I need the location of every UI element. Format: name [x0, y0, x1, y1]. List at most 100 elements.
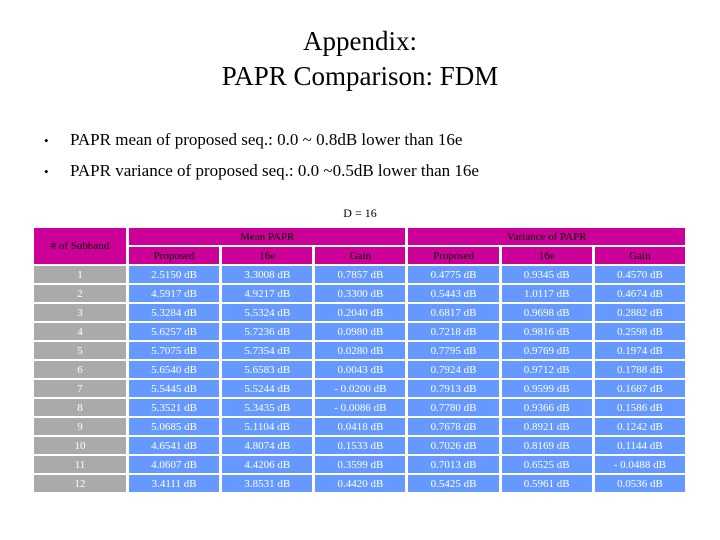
table-row: 9 5.0685 dB 5.1104 dB 0.0418 dB 0.7678 dB 0.8…: [34, 418, 685, 435]
subband-cell: 10: [34, 437, 126, 454]
table-row: 1 2.5150 dB 3.3008 dB 0.7857 dB 0.4775 dB 0.9…: [34, 266, 685, 283]
value-cell: 0.1788 dB: [594, 361, 685, 378]
value-cell: 0.7026 dB: [408, 437, 499, 454]
value-cell: 0.3599 dB: [315, 456, 406, 473]
table-header: # of Subband Mean PAPR Variance of PAPR …: [34, 228, 685, 264]
corner-header: # of Subband: [34, 228, 126, 264]
value-cell: 0.3300 dB: [315, 285, 406, 302]
value-cell: 0.4674 dB: [594, 285, 685, 302]
subband-cell: 1: [34, 266, 126, 283]
value-cell: 5.7075 dB: [129, 342, 220, 359]
table-caption: D = 16: [343, 206, 377, 220]
value-cell: 4.8074 dB: [222, 437, 313, 454]
bullet-icon: •: [44, 133, 49, 148]
group-header-variance-papr: Variance of PAPR: [408, 228, 685, 245]
table-row: 11 4.0607 dB 4.4206 dB 0.3599 dB 0.7013 dB 0.…: [34, 456, 685, 473]
sub-header-16e: 16e: [501, 247, 592, 264]
value-cell: 0.0280 dB: [315, 342, 406, 359]
value-cell: 4.0607 dB: [129, 456, 220, 473]
value-cell: 0.2882 dB: [594, 304, 685, 321]
value-cell: 3.4111 dB: [129, 475, 220, 492]
value-cell: 0.0043 dB: [315, 361, 406, 378]
value-cell: 0.9712 dB: [501, 361, 592, 378]
value-cell: 0.1144 dB: [594, 437, 685, 454]
page-title: Appendix: PAPR Comparison: FDM: [0, 24, 720, 94]
bullet-item: • PAPR variance of proposed seq.: 0.0 ~0…: [44, 161, 479, 181]
table-row: 5 5.7075 dB 5.7354 dB 0.0280 dB 0.7795 dB 0.9…: [34, 342, 685, 359]
value-cell: 0.1974 dB: [594, 342, 685, 359]
value-cell: 0.7218 dB: [408, 323, 499, 340]
value-cell: 0.7678 dB: [408, 418, 499, 435]
table-body: 1 2.5150 dB 3.3008 dB 0.7857 dB 0.4775 dB 0.9…: [34, 266, 685, 492]
title-line-2: PAPR Comparison: FDM: [221, 61, 499, 92]
value-cell: 5.0685 dB: [129, 418, 220, 435]
value-cell: 5.5244 dB: [222, 380, 313, 397]
bullet-list: • PAPR mean of proposed seq.: 0.0 ~ 0.8d…: [44, 130, 479, 192]
value-cell: 4.4206 dB: [222, 456, 313, 473]
table-row: 10 4.6541 dB 4.8074 dB 0.1533 dB 0.7026 dB 0.…: [34, 437, 685, 454]
value-cell: 0.9366 dB: [501, 399, 592, 416]
value-cell: 0.2598 dB: [594, 323, 685, 340]
value-cell: 0.2040 dB: [315, 304, 406, 321]
table-row: 6 5.6540 dB 5.6583 dB 0.0043 dB 0.7924 dB 0.9…: [34, 361, 685, 378]
subband-cell: 8: [34, 399, 126, 416]
value-cell: - 0.0488 dB: [594, 456, 685, 473]
group-header-mean-papr: Mean PAPR: [129, 228, 406, 245]
value-cell: 0.1586 dB: [594, 399, 685, 416]
subband-cell: 2: [34, 285, 126, 302]
value-cell: 0.5961 dB: [501, 475, 592, 492]
value-cell: 0.8921 dB: [501, 418, 592, 435]
bullet-item: • PAPR mean of proposed seq.: 0.0 ~ 0.8d…: [44, 130, 479, 150]
value-cell: 0.8169 dB: [501, 437, 592, 454]
table-row: 3 5.3284 dB 5.5324 dB 0.2040 dB 0.6817 dB 0.9…: [34, 304, 685, 321]
table-row: 2 4.5917 dB 4.9217 dB 0.3300 dB 0.5443 dB 1.0…: [34, 285, 685, 302]
value-cell: 5.5445 dB: [129, 380, 220, 397]
value-cell: 0.9698 dB: [501, 304, 592, 321]
value-cell: 0.7795 dB: [408, 342, 499, 359]
value-cell: 4.6541 dB: [129, 437, 220, 454]
value-cell: 5.3435 dB: [222, 399, 313, 416]
subband-cell: 7: [34, 380, 126, 397]
sub-header-proposed: Proposed: [408, 247, 499, 264]
subband-cell: 3: [34, 304, 126, 321]
subband-cell: 11: [34, 456, 126, 473]
value-cell: 0.1687 dB: [594, 380, 685, 397]
table-row: 8 5.3521 dB 5.3435 dB - 0.0086 dB 0.7780 dB 0…: [34, 399, 685, 416]
sub-header-row: Proposed 16e Gain Proposed 16e Gain: [34, 247, 685, 264]
value-cell: 0.1533 dB: [315, 437, 406, 454]
value-cell: 1.0117 dB: [501, 285, 592, 302]
value-cell: 5.7354 dB: [222, 342, 313, 359]
value-cell: 5.6257 dB: [129, 323, 220, 340]
bullet-text: PAPR mean of proposed seq.: 0.0 ~ 0.8dB …: [70, 130, 463, 149]
value-cell: 0.9769 dB: [501, 342, 592, 359]
group-header-row: # of Subband Mean PAPR Variance of PAPR: [34, 228, 685, 264]
value-cell: 5.1104 dB: [222, 418, 313, 435]
value-cell: 0.1242 dB: [594, 418, 685, 435]
subband-cell: 12: [34, 475, 126, 492]
subband-cell: 9: [34, 418, 126, 435]
table-row: 7 5.5445 dB 5.5244 dB - 0.0200 dB 0.7913 dB 0…: [34, 380, 685, 397]
papr-comparison-table: # of Subband Mean PAPR Variance of PAPR …: [31, 226, 688, 494]
sub-header-16e: 16e: [222, 247, 313, 264]
sub-header-proposed: Proposed: [129, 247, 220, 264]
value-cell: 0.9599 dB: [501, 380, 592, 397]
value-cell: 5.6540 dB: [129, 361, 220, 378]
table-row: 12 3.4111 dB 3.8531 dB 0.4420 dB 0.5425 dB 0.…: [34, 475, 685, 492]
value-cell: 0.0536 dB: [594, 475, 685, 492]
value-cell: 2.5150 dB: [129, 266, 220, 283]
title-line-1: Appendix:: [303, 26, 417, 56]
subband-cell: 5: [34, 342, 126, 359]
subband-cell: 4: [34, 323, 126, 340]
value-cell: 3.8531 dB: [222, 475, 313, 492]
value-cell: 5.3284 dB: [129, 304, 220, 321]
value-cell: 4.5917 dB: [129, 285, 220, 302]
value-cell: 0.7780 dB: [408, 399, 499, 416]
table-row: 4 5.6257 dB 5.7236 dB 0.0980 dB 0.7218 dB 0.9…: [34, 323, 685, 340]
value-cell: 5.6583 dB: [222, 361, 313, 378]
value-cell: 3.3008 dB: [222, 266, 313, 283]
sub-header-gain: Gain: [315, 247, 406, 264]
value-cell: 5.7236 dB: [222, 323, 313, 340]
value-cell: 0.7013 dB: [408, 456, 499, 473]
value-cell: - 0.0086 dB: [315, 399, 406, 416]
value-cell: 5.5324 dB: [222, 304, 313, 321]
